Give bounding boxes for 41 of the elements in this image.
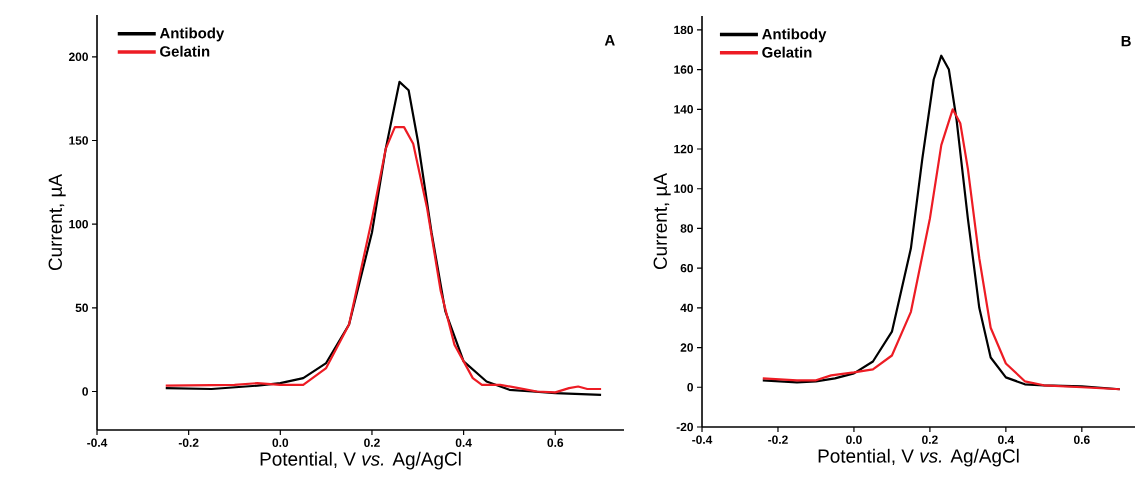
legend-label: Antibody [762, 28, 827, 43]
y-tick-label: 50 [75, 303, 88, 313]
x-tick-label: -0.2 [768, 435, 788, 444]
legend-label: Gelatin [762, 46, 812, 58]
y-tick-label: 40 [680, 303, 693, 313]
x-tick-label: -0.2 [178, 438, 199, 447]
x-tick-label: -0.4 [87, 438, 108, 447]
line-series [761, 108, 1121, 391]
y-tick-label: 140 [674, 105, 693, 114]
x-tick-label: 0.4 [998, 435, 1015, 444]
x-tick-label: -0.4 [692, 435, 713, 444]
x-tick-label: 0.6 [547, 438, 564, 447]
x-tick-label: 0.6 [1073, 435, 1090, 444]
x-tick-label: 0.2 [364, 438, 380, 447]
y-tick-label: 180 [674, 25, 693, 35]
x-tick-label: 0.0 [846, 435, 862, 444]
y-tick-label: 100 [674, 184, 693, 193]
annotation: B [1121, 35, 1131, 47]
y-tick-label: -20 [676, 422, 693, 432]
y-tick-label: 150 [69, 136, 88, 145]
x-tick-label: 0.0 [272, 438, 289, 447]
y-tick-label: 160 [674, 65, 693, 74]
legend-label: Antibody [159, 27, 225, 42]
y-tick-label: 120 [674, 144, 693, 154]
line-series [164, 80, 603, 396]
x-tick-label: 0.4 [455, 438, 472, 447]
y-tick-label: 80 [680, 224, 693, 233]
legend-label: Gelatin [160, 45, 210, 57]
x-axis-title: Potential, V vs. Ag/AgCl [818, 448, 1019, 467]
line-series [164, 126, 603, 394]
y-tick-label: 0 [687, 383, 693, 392]
y-tick-label: 20 [680, 343, 693, 352]
annotation: A [604, 35, 615, 46]
y-axis-title: Current, µA [48, 173, 66, 271]
x-tick-label: 0.2 [922, 435, 938, 444]
y-tick-label: 60 [680, 263, 693, 273]
y-tick-label: 100 [69, 219, 88, 229]
y-tick-label: 200 [68, 52, 88, 62]
x-axis-title: Potential, V vs. Ag/AgCl [260, 451, 461, 470]
y-tick-label: 0 [82, 387, 88, 396]
y-axis-title: Current, µA [653, 172, 671, 270]
